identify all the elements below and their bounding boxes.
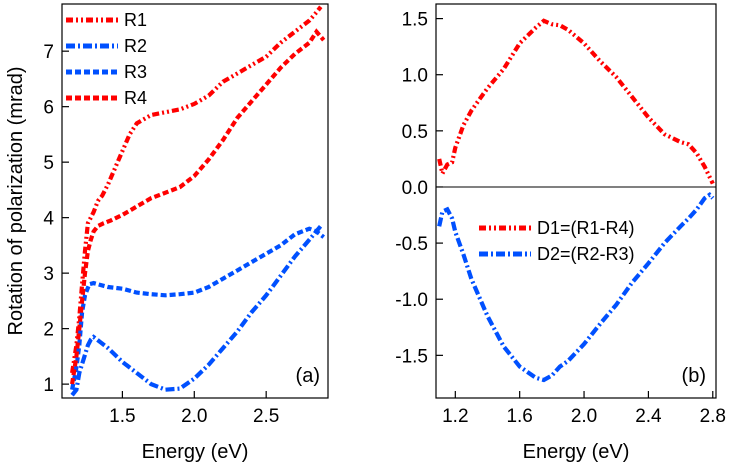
x-tick-label: 2.0 bbox=[571, 406, 597, 427]
panel-a-frame bbox=[61, 3, 329, 399]
legend-label: R4 bbox=[124, 88, 147, 108]
legend-label: R1 bbox=[124, 10, 147, 30]
x-tick-label: 1.6 bbox=[506, 406, 532, 427]
x-tick-label: 2.5 bbox=[253, 406, 279, 427]
panel-a-y-axis-label: Rotation of polarization (mrad) bbox=[5, 66, 27, 335]
panel-b-series bbox=[437, 18, 715, 383]
panel-a-tag: (a) bbox=[296, 365, 320, 387]
x-tick-label: 1.5 bbox=[109, 406, 135, 427]
x-tick-label: 2.0 bbox=[181, 406, 207, 427]
panel-b-series-d2-r2-r3- bbox=[437, 192, 715, 383]
panel-a-ticks: 1.5 2.0 2.5 1 2 3 4 5 6 7 bbox=[43, 42, 279, 427]
y-tick-label: 5 bbox=[43, 153, 54, 174]
y-tick-label: 0.5 bbox=[402, 122, 428, 143]
panel-a-series-r1 bbox=[70, 5, 323, 374]
y-tick-label: 1.0 bbox=[402, 66, 428, 87]
y-tick-label: 6 bbox=[43, 98, 54, 119]
panel-a-series-r4 bbox=[70, 28, 326, 385]
panel-a-series-r3 bbox=[70, 226, 325, 391]
panel-b: 1.2 1.6 2.0 2.4 2.81.51.00.50.0-0.5-1.0-1.5 … bbox=[395, 3, 726, 463]
x-tick-label: 1.2 bbox=[442, 406, 468, 427]
y-tick-label: 7 bbox=[43, 42, 54, 63]
y-tick-label: -0.5 bbox=[395, 234, 428, 255]
panel-b-legend: D1=(R1-R4) D2=(R2-R3) bbox=[479, 218, 635, 264]
legend-label: D2=(R2-R3) bbox=[537, 244, 635, 264]
x-tick-label: 2.4 bbox=[635, 406, 662, 427]
panel-b-x-axis-label: Energy (eV) bbox=[523, 441, 630, 463]
y-tick-label: 1 bbox=[43, 375, 54, 396]
panel-b-ticks: 1.2 1.6 2.0 2.4 2.8 1.5 1.0 0.5 0.0 -0.5 -1.0 -1.5 bbox=[395, 10, 726, 427]
y-tick-label: 0.0 bbox=[402, 178, 428, 199]
legend-label: R3 bbox=[124, 62, 147, 82]
x-tick-label: 2.8 bbox=[700, 406, 726, 427]
panel-b-frame bbox=[435, 3, 717, 399]
y-tick-label: 1.5 bbox=[402, 10, 428, 31]
y-tick-label: 2 bbox=[43, 320, 54, 341]
legend-label: R2 bbox=[124, 36, 147, 56]
legend-label: D1=(R1-R4) bbox=[537, 218, 635, 238]
y-tick-label: -1.0 bbox=[395, 290, 428, 311]
panel-a-legend: R1 R2 R3 R4 bbox=[66, 10, 147, 108]
panel-a-series-r2 bbox=[70, 224, 323, 397]
panel-b-tag: (b) bbox=[682, 365, 706, 387]
panel-a-x-axis-label: Energy (eV) bbox=[142, 441, 249, 463]
panel-b-series-d1-r1-r4- bbox=[437, 18, 715, 185]
panel-a: 1.5 2.0 2.5 1 2 3 4 5 6 7 R1 R2 R3 R4 Energy (eV) Ro… bbox=[5, 3, 329, 463]
panel-a-series bbox=[70, 5, 326, 397]
y-tick-label: -1.5 bbox=[395, 346, 428, 367]
y-tick-label: 4 bbox=[43, 209, 54, 230]
y-tick-label: 3 bbox=[43, 264, 54, 285]
